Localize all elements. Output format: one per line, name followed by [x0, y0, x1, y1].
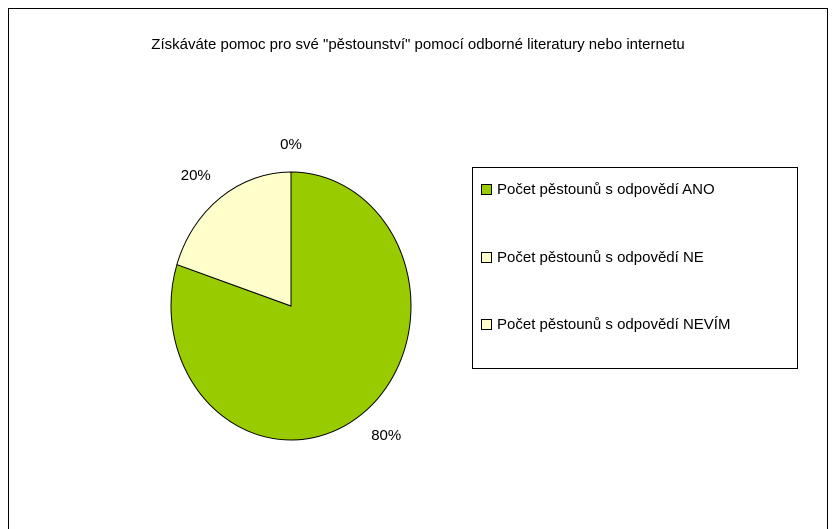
legend-box [472, 167, 798, 369]
data-label: 0% [280, 136, 302, 153]
legend-label: Počet pěstounů s odpovědí ANO [497, 181, 715, 198]
legend-swatch [481, 184, 492, 195]
chart-title: Získáváte pomoc pro své "pěstounství" po… [151, 36, 684, 53]
data-label: 20% [181, 167, 211, 184]
legend-label: Počet pěstounů s odpovědí NEVÍM [497, 316, 730, 333]
pie-slice [176, 171, 292, 307]
legend-swatch [481, 319, 492, 330]
legend-swatch [481, 252, 492, 263]
data-label: 80% [371, 427, 401, 444]
legend-label: Počet pěstounů s odpovědí NE [497, 249, 704, 266]
